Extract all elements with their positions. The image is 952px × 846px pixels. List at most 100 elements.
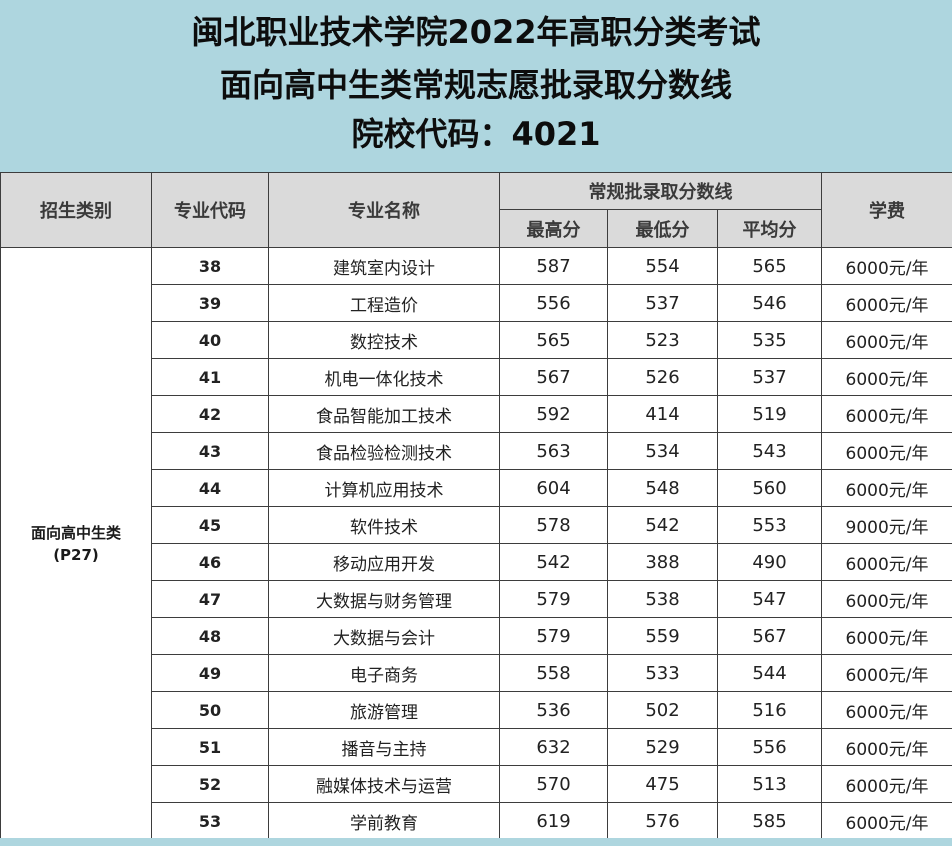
fee-cell: 6000元/年 (821, 395, 952, 433)
table-row: 41 机电一体化技术 567 526 537 6000元/年 (1, 358, 952, 396)
fee-cell: 6000元/年 (821, 691, 952, 729)
major-code-cell: 51 (151, 728, 269, 766)
avg-score-cell: 547 (716, 580, 823, 618)
table-row: 49 电子商务 558 533 544 6000元/年 (1, 654, 952, 692)
major-code-cell: 48 (151, 617, 269, 655)
fee-cell: 6000元/年 (821, 728, 952, 766)
major-name-cell: 食品检验检测技术 (268, 432, 500, 470)
min-score-cell: 533 (607, 654, 718, 692)
title-line-2: 面向高中生类常规志愿批录取分数线 (219, 66, 732, 104)
avg-score-cell: 519 (716, 395, 823, 433)
major-code-cell: 46 (151, 543, 269, 581)
table-row: 面向高中生类 (P27) 38 建筑室内设计 587 554 565 6000元/年 (0, 247, 952, 840)
min-score-cell: 388 (607, 543, 718, 581)
table-row: 40 数控技术 565 523 535 6000元/年 (1, 321, 952, 359)
table-row: 47 大数据与财务管理 579 538 547 6000元/年 (1, 580, 952, 618)
major-code-cell: 42 (151, 395, 269, 433)
min-score-cell: 414 (607, 395, 718, 433)
avg-score-cell: 535 (716, 321, 823, 359)
min-score-cell: 534 (607, 432, 718, 470)
score-table: 招生类别 专业代码 专业名称 常规批录取分数线 学费 最高分 最低分 平均分 面… (0, 172, 952, 840)
avg-score-cell: 544 (716, 654, 823, 692)
max-score-cell: 579 (499, 617, 608, 655)
major-code-cell: 53 (151, 802, 269, 840)
header-min: 最低分 (607, 209, 718, 248)
major-name-cell: 计算机应用技术 (268, 469, 500, 507)
header-score-group: 常规批录取分数线 (498, 172, 823, 210)
avg-score-cell: 585 (716, 802, 823, 840)
title-line-1: 闽北职业技术学院2022年高职分类考试 (191, 13, 761, 51)
major-name-cell: 建筑室内设计 (268, 247, 500, 285)
header-max: 最高分 (499, 209, 608, 248)
max-score-cell: 604 (499, 469, 608, 507)
min-score-cell: 475 (607, 765, 718, 803)
major-name-cell: 移动应用开发 (268, 543, 500, 581)
major-name-cell: 数控技术 (268, 321, 500, 359)
major-code-cell: 38 (151, 247, 269, 285)
table-row: 42 食品智能加工技术 592 414 519 6000元/年 (1, 395, 952, 433)
bottom-band (0, 838, 952, 846)
avg-score-cell: 567 (716, 617, 823, 655)
max-score-cell: 587 (499, 247, 608, 285)
fee-cell: 6000元/年 (821, 321, 952, 359)
avg-score-cell: 546 (716, 284, 823, 322)
table-row: 53 学前教育 619 576 585 6000元/年 (1, 802, 952, 840)
avg-score-cell: 516 (716, 691, 823, 729)
table-row: 44 计算机应用技术 604 548 560 6000元/年 (1, 469, 952, 507)
max-score-cell: 558 (499, 654, 608, 692)
major-code-cell: 47 (151, 580, 269, 618)
fee-cell: 6000元/年 (821, 580, 952, 618)
fee-cell: 6000元/年 (821, 802, 952, 840)
fee-cell: 6000元/年 (821, 765, 952, 803)
major-name-cell: 大数据与财务管理 (268, 580, 500, 618)
avg-score-cell: 560 (716, 469, 823, 507)
avg-score-cell: 490 (716, 543, 823, 581)
major-code-cell: 44 (151, 469, 269, 507)
table-row: 48 大数据与会计 579 559 567 6000元/年 (1, 617, 952, 655)
max-score-cell: 536 (499, 691, 608, 729)
major-name-cell: 机电一体化技术 (268, 358, 500, 396)
max-score-cell: 632 (499, 728, 608, 766)
max-score-cell: 592 (499, 395, 608, 433)
avg-score-cell: 553 (716, 506, 823, 544)
header-avg: 平均分 (716, 209, 823, 248)
max-score-cell: 567 (499, 358, 608, 396)
min-score-cell: 502 (607, 691, 718, 729)
fee-cell: 6000元/年 (821, 543, 952, 581)
category-label: 面向高中生类 (30, 523, 121, 542)
major-code-cell: 49 (151, 654, 269, 692)
table-row: 45 软件技术 578 542 553 9000元/年 (1, 506, 952, 544)
max-score-cell: 563 (499, 432, 608, 470)
category-cell: 面向高中生类 (P27) (0, 247, 152, 840)
min-score-cell: 576 (607, 802, 718, 840)
table-row: 51 播音与主持 632 529 556 6000元/年 (1, 728, 952, 766)
fee-cell: 6000元/年 (821, 654, 952, 692)
major-code-cell: 52 (151, 765, 269, 803)
category-page: (P27) (53, 545, 99, 564)
fee-cell: 9000元/年 (821, 506, 952, 544)
major-name-cell: 软件技术 (268, 506, 500, 544)
table-row: 43 食品检验检测技术 563 534 543 6000元/年 (1, 432, 952, 470)
major-name-cell: 旅游管理 (268, 691, 500, 729)
min-score-cell: 526 (607, 358, 718, 396)
header-fee: 学费 (821, 172, 952, 248)
major-code-cell: 45 (151, 506, 269, 544)
table-row: 46 移动应用开发 542 388 490 6000元/年 (1, 543, 952, 581)
fee-cell: 6000元/年 (821, 432, 952, 470)
avg-score-cell: 556 (716, 728, 823, 766)
header-category: 招生类别 (0, 172, 152, 248)
major-name-cell: 融媒体技术与运营 (268, 765, 500, 803)
max-score-cell: 556 (499, 284, 608, 322)
major-name-cell: 工程造价 (268, 284, 500, 322)
min-score-cell: 542 (607, 506, 718, 544)
min-score-cell: 538 (607, 580, 718, 618)
header-name: 专业名称 (268, 172, 500, 248)
min-score-cell: 559 (607, 617, 718, 655)
max-score-cell: 579 (499, 580, 608, 618)
major-name-cell: 学前教育 (268, 802, 500, 840)
min-score-cell: 554 (607, 247, 718, 285)
major-code-cell: 43 (151, 432, 269, 470)
table-row: 52 融媒体技术与运营 570 475 513 6000元/年 (1, 765, 952, 803)
max-score-cell: 565 (499, 321, 608, 359)
major-code-cell: 40 (151, 321, 269, 359)
